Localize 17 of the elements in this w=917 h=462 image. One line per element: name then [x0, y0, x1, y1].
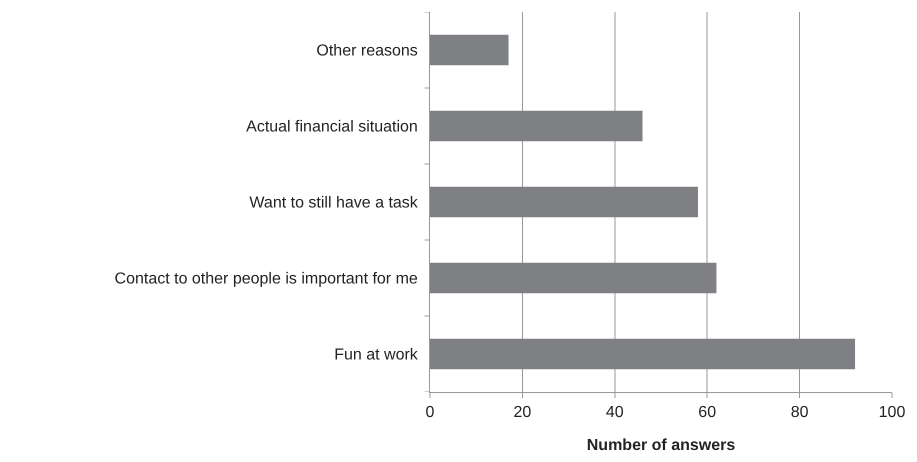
x-tick-label: 20 — [514, 404, 532, 422]
x-axis-title: Number of answers — [586, 437, 736, 454]
bar — [430, 110, 643, 142]
x-tick-label: 40 — [606, 404, 624, 422]
bar — [430, 338, 856, 370]
y-tick-label: Fun at work — [334, 346, 419, 364]
y-tick-label: Other reasons — [316, 42, 418, 60]
y-tick-label: Contact to other people is important for me — [114, 270, 418, 288]
x-tick-label: 80 — [790, 404, 809, 422]
bar — [430, 262, 716, 294]
y-tick-label: Want to still have a task — [249, 194, 419, 212]
x-tick-label: 100 — [878, 404, 906, 422]
bar — [430, 34, 509, 66]
x-tick-label: 0 — [426, 404, 435, 422]
y-tick-label: Actual financial situation — [246, 118, 418, 136]
bar — [430, 186, 698, 218]
x-tick-label: 60 — [698, 404, 716, 422]
